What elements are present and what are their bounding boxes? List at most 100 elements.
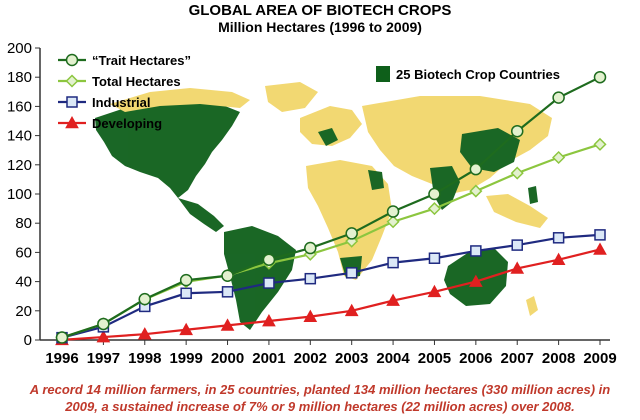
data-point bbox=[428, 252, 441, 264]
chart-subtitle: Million Hectares (1996 to 2009) bbox=[218, 19, 422, 35]
map-south-america bbox=[224, 226, 296, 330]
legend-label: Total Hectares bbox=[92, 74, 181, 89]
data-point bbox=[593, 70, 607, 84]
data-point bbox=[551, 252, 566, 265]
data-point bbox=[179, 273, 193, 287]
x-tick-label: 2006 bbox=[459, 350, 492, 367]
y-tick-label: 40 bbox=[15, 274, 32, 291]
map-north-america bbox=[95, 100, 240, 198]
legend-marker bbox=[65, 74, 79, 88]
map-europe bbox=[300, 106, 362, 146]
world-map-background bbox=[95, 82, 552, 330]
series-line bbox=[61, 76, 601, 339]
data-point bbox=[262, 253, 276, 266]
data-point bbox=[386, 205, 400, 218]
map-egypt bbox=[368, 170, 384, 190]
y-tick-label: 200 bbox=[7, 40, 32, 57]
data-point bbox=[469, 162, 483, 176]
y-tick-label: 60 bbox=[15, 244, 32, 261]
legend-marker bbox=[66, 96, 78, 108]
data-point bbox=[427, 284, 442, 298]
map-philippines bbox=[528, 186, 538, 204]
x-tick-label: 2005 bbox=[418, 350, 451, 367]
map-southeast-asia bbox=[486, 194, 548, 228]
series-line bbox=[61, 248, 601, 341]
series-layer bbox=[55, 70, 607, 346]
y-tick-label: 120 bbox=[7, 157, 32, 174]
data-point bbox=[138, 292, 152, 306]
x-tick-label: 1998 bbox=[128, 350, 161, 367]
legend-item: “Trait Hectares” bbox=[58, 53, 191, 68]
caption-line-2: 2009, a sustained increase of 7% or 9 mi… bbox=[65, 399, 575, 414]
data-point bbox=[386, 215, 400, 229]
legend-item: Total Hectares bbox=[58, 74, 181, 89]
legend-label: “Trait Hectares” bbox=[92, 53, 191, 68]
map-africa bbox=[306, 160, 392, 280]
data-point bbox=[510, 261, 525, 274]
data-point bbox=[345, 267, 358, 279]
x-tick-label: 2004 bbox=[376, 350, 410, 367]
data-point bbox=[221, 286, 234, 298]
data-point bbox=[344, 303, 359, 317]
legend-marker bbox=[65, 53, 79, 67]
map-legend-label: 25 Biotech Crop Countries bbox=[396, 67, 560, 82]
map-europe-biotech bbox=[318, 128, 338, 146]
map-asia bbox=[362, 96, 552, 194]
data-point bbox=[387, 256, 399, 269]
map-china bbox=[460, 128, 520, 172]
x-tick-label: 2003 bbox=[335, 350, 368, 367]
caption: A record 14 million farmers, in 25 count… bbox=[0, 381, 640, 415]
legend-label: Developing bbox=[92, 116, 162, 131]
data-point bbox=[97, 317, 110, 331]
map-legend: 25 Biotech Crop Countries bbox=[376, 66, 560, 82]
data-point bbox=[220, 318, 235, 331]
data-point bbox=[55, 331, 69, 344]
map-greenland bbox=[265, 82, 318, 112]
map-legend-swatch bbox=[376, 66, 390, 82]
caption-line-1: A record 14 million farmers, in 25 count… bbox=[29, 382, 611, 397]
data-point bbox=[510, 124, 524, 138]
x-tick-label: 1996 bbox=[45, 350, 78, 367]
series-square bbox=[56, 229, 606, 344]
x-tick-label: 1999 bbox=[169, 350, 202, 367]
legend-item: Industrial bbox=[58, 95, 151, 110]
map-canada-north bbox=[110, 88, 250, 112]
data-point bbox=[386, 293, 400, 306]
series-line bbox=[61, 233, 601, 339]
data-point bbox=[345, 227, 358, 240]
data-point bbox=[137, 327, 152, 340]
data-point bbox=[552, 91, 565, 104]
x-tick-label: 1997 bbox=[87, 350, 120, 367]
x-tick-label: 2002 bbox=[294, 350, 327, 367]
series-circle bbox=[55, 70, 607, 344]
data-point bbox=[262, 313, 276, 327]
data-point bbox=[179, 322, 194, 336]
y-tick-label: 160 bbox=[7, 98, 32, 115]
data-point bbox=[469, 184, 483, 198]
y-tick-label: 180 bbox=[7, 69, 32, 86]
data-point bbox=[304, 272, 317, 285]
map-central-america bbox=[178, 198, 224, 232]
x-tick-label: 2007 bbox=[501, 350, 534, 367]
y-tick-label: 20 bbox=[15, 303, 32, 320]
data-point bbox=[552, 232, 565, 244]
axes: 0 20 40 60 80 100 120 140 160 180 200 1996 1997 1998 1… bbox=[7, 40, 617, 367]
legend-marker bbox=[65, 115, 79, 129]
data-point bbox=[221, 269, 234, 283]
y-tick-label: 80 bbox=[15, 215, 32, 232]
data-point bbox=[303, 309, 318, 322]
data-point bbox=[593, 137, 607, 151]
data-point bbox=[552, 150, 566, 165]
data-point bbox=[180, 287, 192, 300]
data-point bbox=[594, 229, 606, 241]
data-point bbox=[593, 242, 607, 255]
data-point bbox=[468, 274, 483, 287]
x-tick-label: 2009 bbox=[583, 350, 616, 367]
x-tick-label: 2008 bbox=[542, 350, 575, 367]
y-tick-label: 100 bbox=[7, 186, 32, 203]
data-point bbox=[263, 277, 275, 289]
series-triangle bbox=[55, 242, 607, 346]
data-point bbox=[470, 245, 482, 257]
data-point bbox=[510, 166, 524, 180]
